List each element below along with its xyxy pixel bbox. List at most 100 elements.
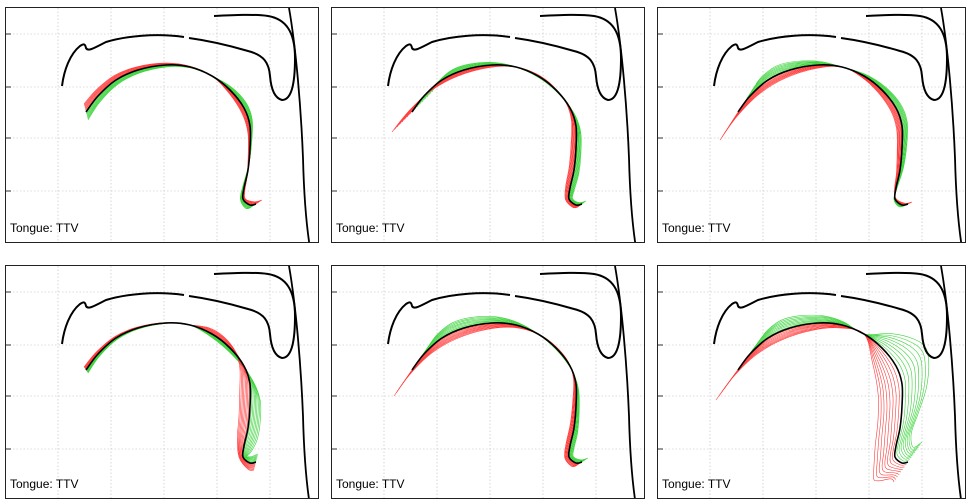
tongue-contour-negative [86,322,258,461]
tongue-contour-positive [721,326,898,478]
vocal-tract-outline [61,8,310,242]
tongue-contour-negative [429,62,586,204]
grid [658,8,965,242]
tongue-panel-2: Tongue: TTV [331,7,645,243]
tongue-contour-positive [84,63,260,204]
panel-label: Tongue: TTV [662,221,731,235]
tongue-contour-negative [757,316,926,450]
velum-contour [514,13,623,102]
tongue-contour-neutral [411,64,583,207]
tongue-contour-neutral [737,64,909,207]
tongue-panel-6: Tongue: TTV [657,265,966,499]
palate-contour [713,292,837,345]
vocal-tract-plot-3 [658,8,965,242]
tongue-contour-negative [416,64,584,205]
tongue-contour-positive [729,324,903,470]
tongue-contour-positive [735,323,907,466]
velum-contour [840,13,949,102]
tongue-contour-negative [429,316,589,461]
tongue-contour-negative [419,63,584,205]
pharyngeal-wall [614,266,636,498]
pharyngeal-wall [288,266,310,498]
tongue-contour-positive [732,323,905,468]
velum-contour [188,271,297,360]
tongue-contour-positive [83,322,255,471]
vocal-tract-outline [713,8,962,242]
tongue-contour-negative [425,317,587,461]
vocal-tract-plot-1 [6,8,318,242]
tongue-contour-negative [751,61,907,207]
tongue-contour-neutral [85,64,257,207]
tongue-contour-negative [743,320,912,460]
tongue-contour-negative [87,322,259,459]
tongue-panel-5: Tongue: TTV [331,265,645,499]
tongue-contour-negative [426,62,586,204]
tongue-contour-positive [404,65,581,207]
grid [6,266,318,498]
grid [332,8,644,242]
grid [6,8,318,242]
tongue-contour-negative [753,61,908,208]
tongue-contour-neutral [411,322,583,465]
tongue-contour-negative [87,322,258,460]
grid [658,266,965,498]
vocal-tract-plot-6 [658,266,965,498]
tongue-contour-negative [746,319,914,458]
palate-contour [61,34,185,87]
pharyngeal-wall [940,266,962,498]
tongue-contour-positive [724,325,900,475]
vocal-tract-plot-4 [6,266,318,498]
tongue-contour-positive [396,326,577,467]
tongue-contour-positive [394,65,579,208]
tongue-contour-positive [84,62,262,203]
palate-contour [713,34,837,87]
panel-label: Tongue: TTV [336,477,405,491]
tongue-contour-positive [398,325,578,467]
tongue-contour-neutral [737,322,909,465]
panel-label: Tongue: TTV [336,221,405,235]
vocal-tract-outline [713,266,962,498]
tongue-contour-negative [87,322,262,458]
tongue-contour-negative [424,63,585,204]
vocal-tract-outline [61,266,310,498]
negative-deviation-contours [86,64,256,210]
tongue-contour-positive [400,325,579,466]
tongue-contour-negative [759,314,930,448]
vocal-tract-plot-2 [332,8,644,242]
tongue-contour-negative [748,319,916,456]
vocal-tract-outline [387,8,636,242]
tongue-contour-positive [391,65,579,209]
tongue-contour-negative [751,318,920,454]
tongue-contour-negative [414,64,583,206]
palate-contour [387,34,511,87]
palate-contour [387,292,511,345]
tongue-contour-negative [755,60,909,208]
velum-contour [188,13,297,102]
grid [332,266,644,498]
palate-contour [61,292,185,345]
tongue-panel-3: Tongue: TTV [657,7,966,243]
tongue-contour-neutral [85,322,257,465]
pharyngeal-wall [614,8,636,242]
panel-label: Tongue: TTV [10,477,79,491]
tongue-contour-negative [754,317,923,452]
tongue-contour-positive [393,326,577,468]
tongue-contour-positive [83,62,263,203]
tongue-contour-negative [423,318,586,462]
velum-contour [514,271,623,360]
tongue-contour-positive [718,326,897,480]
tongue-contour-positive [715,327,895,483]
velum-contour [840,271,949,360]
vocal-tract-plot-5 [332,266,644,498]
positive-deviation-contours [715,323,907,483]
panel-label: Tongue: TTV [10,221,79,235]
panel-label: Tongue: TTV [662,477,731,491]
pharyngeal-wall [288,8,310,242]
tongue-contour-negative [740,321,910,462]
tongue-contour-negative [87,66,253,210]
tongue-panel-1: Tongue: TTV [5,7,319,243]
tongue-contour-negative [421,63,585,205]
vocal-tract-outline [387,266,636,498]
tongue-panel-4: Tongue: TTV [5,265,319,499]
pharyngeal-wall [940,8,962,242]
